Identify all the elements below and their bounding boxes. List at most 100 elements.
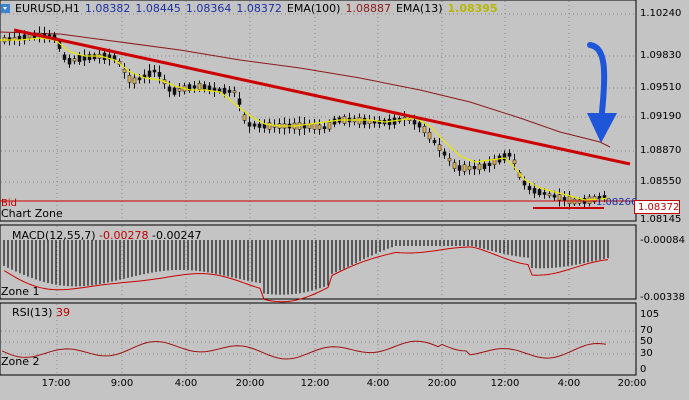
- time-tick: 12:00: [490, 378, 520, 389]
- price-tick: 1.08870: [640, 145, 682, 156]
- ema13-label: EMA(13): [395, 2, 443, 15]
- ema100-line: [0, 31, 611, 148]
- ema100-label: EMA(100): [286, 2, 341, 15]
- time-tick: 4:00: [366, 378, 390, 389]
- high-value: 1.08445: [135, 2, 181, 15]
- time-tick: 20:00: [617, 378, 647, 389]
- close-value: 1.08372: [236, 2, 282, 15]
- candle: [7, 33, 12, 46]
- candle: [92, 52, 97, 62]
- candle: [422, 122, 427, 137]
- candle: [172, 85, 177, 97]
- candle: [82, 49, 87, 67]
- current-price-tag: 1.08372: [634, 200, 680, 214]
- candle: [187, 82, 192, 93]
- candle: [447, 153, 452, 167]
- chart-menu-icon[interactable]: [1, 4, 10, 13]
- candle: [557, 188, 562, 207]
- candle: [177, 82, 182, 97]
- ema13-value: 1.08395: [447, 2, 498, 15]
- bid-label: Bid: [1, 198, 17, 209]
- macd-value-1: -0.00278: [99, 229, 149, 242]
- candle: [362, 114, 367, 129]
- time-tick: 4:00: [557, 378, 581, 389]
- macd-axis-tick: -0.00338: [640, 292, 685, 303]
- candle: [72, 55, 77, 65]
- rsi-header: RSI(13) 39: [12, 306, 70, 319]
- time-tick: 4:00: [174, 378, 198, 389]
- macd-value-2: -0.00247: [152, 229, 202, 242]
- candle: [152, 65, 157, 78]
- candle: [487, 156, 492, 173]
- symbol-label: EURUSD,H1: [15, 2, 80, 15]
- zone-2-label: Zone 2: [1, 355, 40, 368]
- macd-axis-tick: -0.00084: [640, 235, 685, 246]
- candle: [332, 115, 337, 128]
- bid-price-on-chart: 1.08266: [596, 197, 638, 208]
- macd-histogram: [3, 240, 609, 295]
- candle: [552, 190, 557, 202]
- macd-header: MACD(12,55,7) -0.00278 -0.00247: [12, 229, 201, 242]
- price-tick: 1.09190: [640, 111, 682, 122]
- candle: [452, 159, 457, 172]
- candle: [432, 137, 437, 146]
- candle: [267, 118, 272, 134]
- grid-lines: [1, 1, 635, 374]
- candle: [252, 120, 257, 130]
- candle: [482, 161, 487, 172]
- candle: [317, 119, 322, 135]
- rsi-axis-tick: 105: [640, 309, 660, 320]
- price-tick: 1.09830: [640, 50, 682, 61]
- price-tick: 1.09510: [640, 82, 682, 93]
- macd-signal-line: [3, 246, 609, 303]
- candle: [462, 160, 467, 176]
- candle: [322, 122, 327, 134]
- time-tick: 17:00: [41, 378, 71, 389]
- rsi-axis-tick: 50: [640, 336, 653, 347]
- low-value: 1.08364: [185, 2, 232, 15]
- candle: [427, 128, 432, 144]
- rsi-value: 39: [55, 306, 70, 319]
- candle: [247, 116, 252, 133]
- candle: [537, 187, 542, 198]
- candle: [507, 149, 512, 161]
- candle: [562, 191, 567, 207]
- candle: [87, 51, 92, 63]
- candle: [147, 64, 152, 84]
- price-tick: 1.10240: [640, 8, 682, 19]
- price-tick: 1.08550: [640, 176, 682, 187]
- rsi-label: RSI(13): [12, 306, 53, 319]
- time-tick: 9:00: [110, 378, 134, 389]
- candle: [62, 52, 67, 63]
- candle: [457, 159, 462, 177]
- trendline[interactable]: [13, 28, 631, 166]
- rsi-panel[interactable]: [0, 302, 637, 376]
- rsi-axis-tick: 30: [640, 348, 653, 359]
- candle: [302, 117, 307, 135]
- candle: [567, 190, 572, 210]
- rsi-axis-tick: 70: [640, 325, 653, 336]
- chart-header: EURUSD,H1 1.08382 1.08445 1.08364 1.08372 EMA…: [1, 2, 503, 16]
- macd-panel[interactable]: [0, 224, 637, 300]
- candle: [442, 148, 447, 159]
- candle: [467, 161, 472, 175]
- candle: [357, 113, 362, 129]
- candle: [502, 150, 507, 164]
- rsi-line: [1, 340, 607, 360]
- candle: [232, 86, 237, 98]
- candle: [602, 190, 607, 203]
- candle: [132, 73, 137, 89]
- macd-label: MACD(12,55,7): [12, 229, 96, 242]
- chart-zone-label: Chart Zone: [1, 207, 63, 220]
- candle: [122, 62, 127, 79]
- candle: [67, 54, 72, 68]
- price-tick: 1.08145: [640, 214, 682, 225]
- candle: [192, 81, 197, 93]
- candle: [472, 160, 477, 176]
- open-value: 1.08382: [84, 2, 131, 15]
- time-tick: 20:00: [427, 378, 457, 389]
- rsi-axis-tick: 0: [640, 364, 647, 375]
- candle: [227, 85, 232, 97]
- ema100-value: 1.08887: [345, 2, 391, 15]
